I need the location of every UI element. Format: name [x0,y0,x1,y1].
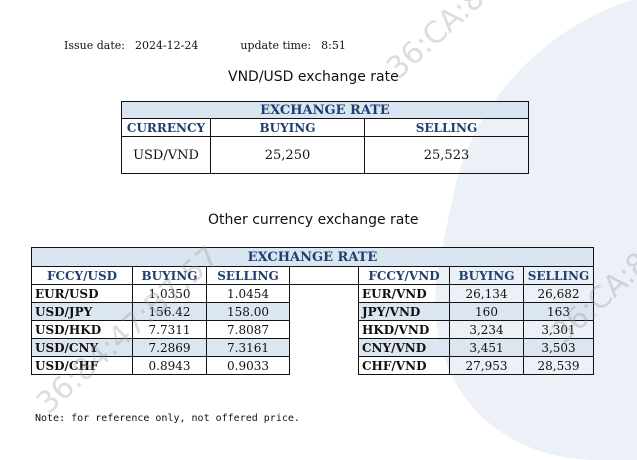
buying-cell: 0.8943 [132,356,207,375]
table-row: USD/HKD 7.7311 7.8087 HKD/VND 3,234 3,30… [31,320,594,339]
vnd-usd-table-header: EXCHANGE RATE [121,101,529,119]
column-header-buying: BUYING [132,266,207,285]
selling-cell: 28,539 [523,356,594,375]
issue-date-value: 2024-12-24 [134,39,199,52]
selling-cell: 163 [523,302,594,321]
pair-cell: CNY/VND [358,338,450,357]
selling-cell: 3,301 [523,320,594,339]
buying-cell: 27,953 [449,356,524,375]
selling-cell: 25,523 [364,136,529,174]
issue-info: Issue date: 2024-12-24 update time: 8:51 [64,39,356,52]
pair-cell: USD/CNY [31,338,133,357]
update-time-label: update time: [240,39,312,52]
currency-cell: USD/VND [121,136,211,174]
table-row: USD/VND 25,250 25,523 [121,136,529,174]
selling-cell: 0.9033 [206,356,290,375]
buying-cell: 25,250 [210,136,365,174]
watermark-background-shape [397,0,637,460]
vnd-usd-table: EXCHANGE RATE CURRENCY BUYING SELLING US… [121,101,529,174]
column-header-selling: SELLING [364,118,529,137]
column-header-fccy-usd: FCCY/USD [31,266,133,285]
buying-cell: 3,234 [449,320,524,339]
table-row: USD/CNY 7.2869 7.3161 CNY/VND 3,451 3,50… [31,338,594,357]
watermark-text: 36:CA:84:4 [380,0,528,87]
selling-cell: 158.00 [206,302,290,321]
table-row: EUR/USD 1.0350 1.0454 EUR/VND 26,134 26,… [31,284,594,303]
buying-cell: 156.42 [132,302,207,321]
pair-cell: EUR/USD [31,284,133,303]
column-header-buying: BUYING [210,118,365,137]
pair-cell: EUR/VND [358,284,450,303]
table-row: USD/CHF 0.8943 0.9033 CHF/VND 27,953 28,… [31,356,594,375]
selling-cell: 3,503 [523,338,594,357]
selling-cell: 1.0454 [206,284,290,303]
pair-cell: JPY/VND [358,302,450,321]
column-header-fccy-vnd: FCCY/VND [358,266,450,285]
buying-cell: 1.0350 [132,284,207,303]
other-table-header: EXCHANGE RATE [31,247,594,267]
pair-cell: USD/CHF [31,356,133,375]
pair-cell: HKD/VND [358,320,450,339]
spacer-cell [289,338,359,357]
spacer-cell [289,356,359,375]
buying-cell: 7.2869 [132,338,207,357]
other-currency-table: EXCHANGE RATE FCCY/USD BUYING SELLING FC… [31,247,594,375]
spacer-cell [289,320,359,339]
spacer-cell [289,284,359,303]
column-header-currency: CURRENCY [121,118,211,137]
buying-cell: 7.7311 [132,320,207,339]
column-spacer [289,266,359,285]
other-currency-title: Other currency exchange rate [208,212,419,228]
update-time-value: 8:51 [321,39,346,52]
column-header-buying: BUYING [449,266,524,285]
disclaimer-note: Note: for reference only, not offered pr… [35,413,300,424]
buying-cell: 3,451 [449,338,524,357]
pair-cell: CHF/VND [358,356,450,375]
buying-cell: 160 [449,302,524,321]
column-header-selling: SELLING [523,266,594,285]
pair-cell: USD/JPY [31,302,133,321]
buying-cell: 26,134 [449,284,524,303]
selling-cell: 7.3161 [206,338,290,357]
selling-cell: 7.8087 [206,320,290,339]
issue-date-label: Issue date: [64,39,125,52]
spacer-cell [289,302,359,321]
vnd-usd-title: VND/USD exchange rate [228,69,399,85]
